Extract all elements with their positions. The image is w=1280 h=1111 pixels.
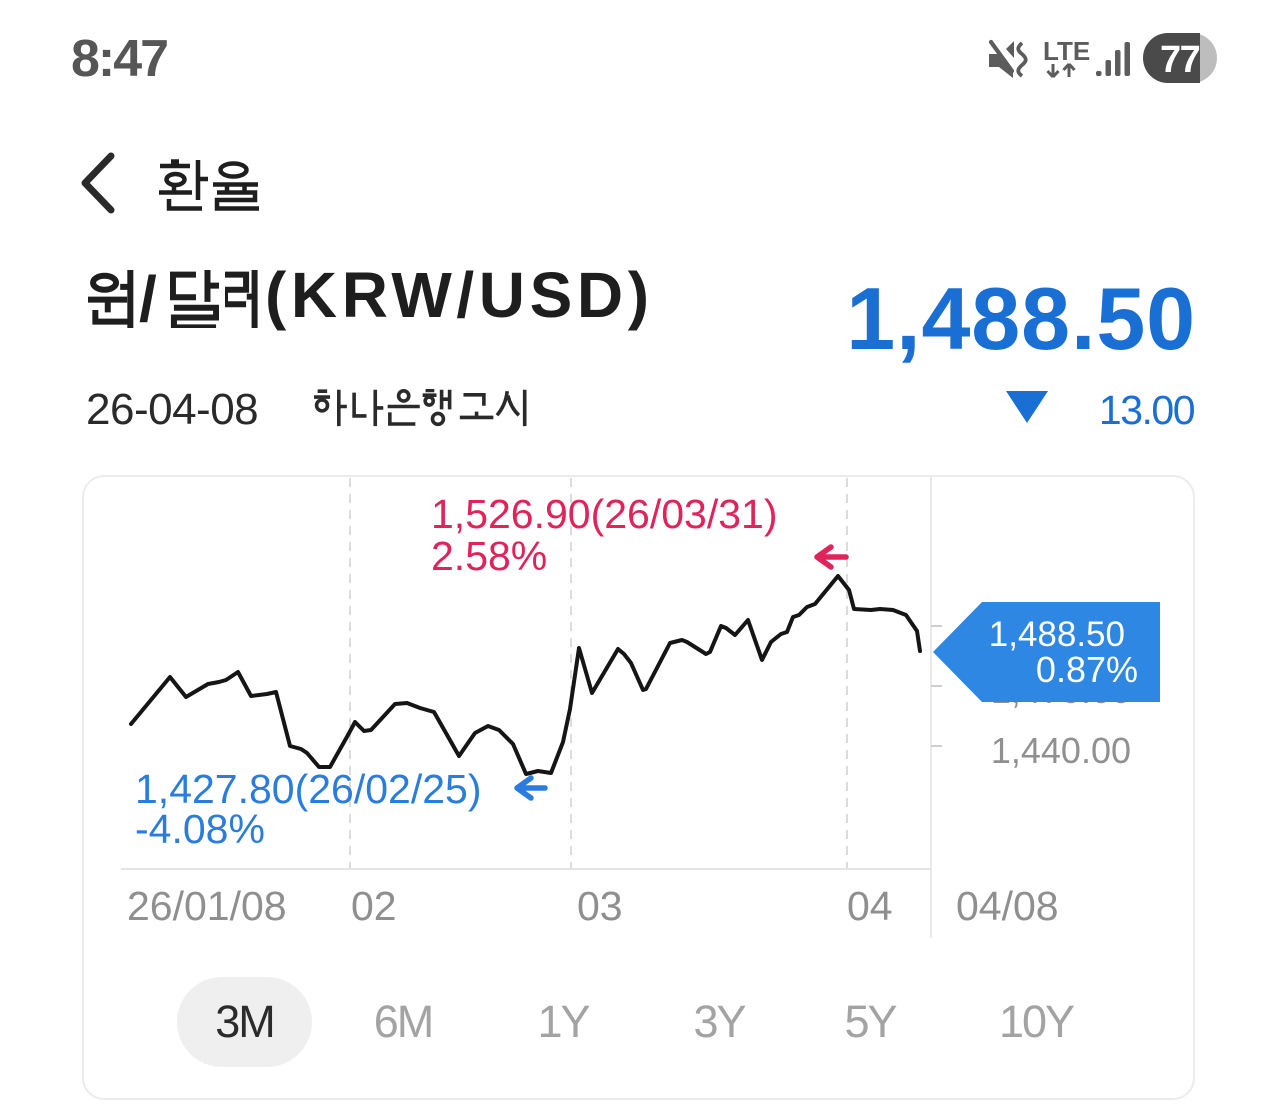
svg-text:1,526.90(26/03/31): 1,526.90(26/03/31) (431, 491, 778, 537)
svg-text:26/01/08: 26/01/08 (127, 883, 287, 929)
svg-text:04: 04 (847, 883, 893, 929)
svg-text:03: 03 (577, 883, 623, 929)
svg-text:77: 77 (1160, 39, 1200, 81)
svg-text:1,440.00: 1,440.00 (991, 730, 1131, 771)
svg-text:1,427.80(26/02/25): 1,427.80(26/02/25) (135, 766, 482, 812)
svg-text:04/08: 04/08 (956, 883, 1059, 929)
svg-text:2.58%: 2.58% (431, 533, 547, 579)
svg-text:02: 02 (351, 883, 397, 929)
svg-text:-4.08%: -4.08% (135, 806, 265, 852)
svg-text:0.87%: 0.87% (1036, 649, 1138, 690)
svg-text:1,488.50: 1,488.50 (989, 615, 1125, 654)
svg-text:LTE: LTE (1043, 36, 1090, 66)
